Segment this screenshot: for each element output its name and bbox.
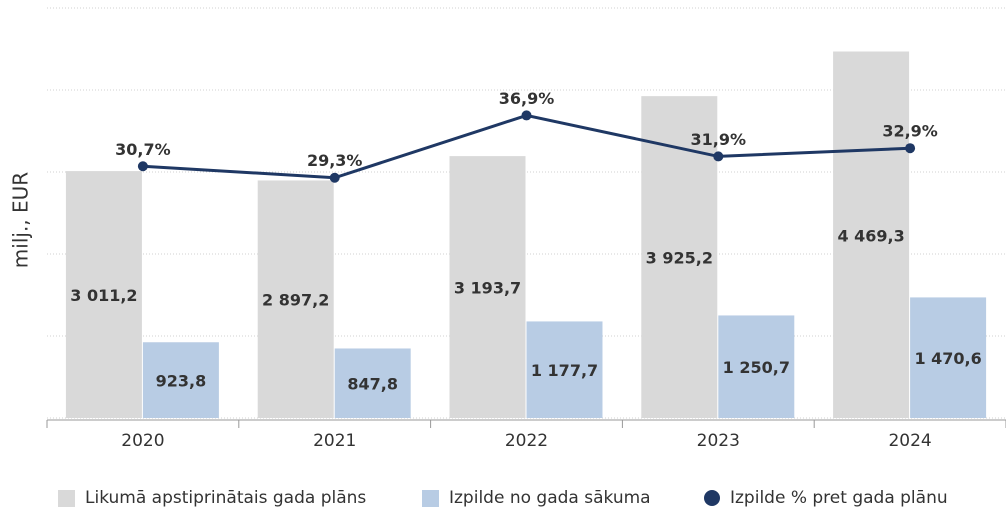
line-point bbox=[905, 143, 916, 154]
legend-marker bbox=[58, 490, 75, 507]
x-tick-label: 2022 bbox=[505, 431, 548, 451]
value-label: 3 925,2 bbox=[646, 249, 713, 268]
value-label: 2 897,2 bbox=[262, 291, 329, 310]
value-label: 1 250,7 bbox=[723, 358, 790, 377]
x-tick-label: 2020 bbox=[121, 431, 164, 451]
legend-label: Likumā apstiprinātais gada plāns bbox=[85, 488, 366, 508]
value-label: 36,9% bbox=[499, 89, 555, 108]
x-tick-label: 2023 bbox=[697, 431, 740, 451]
value-label: 3 193,7 bbox=[454, 279, 521, 298]
bar bbox=[142, 342, 219, 418]
value-label: 1 470,6 bbox=[914, 349, 981, 368]
line-point bbox=[137, 161, 148, 172]
bar bbox=[526, 321, 603, 418]
bar bbox=[334, 348, 411, 418]
value-label: 29,3% bbox=[307, 151, 363, 170]
bar bbox=[910, 297, 987, 418]
bar bbox=[833, 51, 910, 419]
value-label: 31,9% bbox=[691, 130, 747, 149]
value-label: 4 469,3 bbox=[837, 226, 904, 245]
line-point bbox=[329, 172, 340, 183]
value-label: 30,7% bbox=[115, 140, 171, 159]
bar bbox=[257, 180, 334, 418]
x-tick-label: 2024 bbox=[888, 431, 931, 451]
value-label: 1 177,7 bbox=[531, 361, 598, 380]
line-point bbox=[521, 110, 532, 121]
value-label: 923,8 bbox=[156, 372, 207, 391]
line bbox=[142, 113, 911, 180]
value-label: 32,9% bbox=[882, 122, 938, 141]
legend-marker bbox=[422, 490, 439, 507]
legend-marker bbox=[704, 490, 720, 506]
bar bbox=[641, 96, 718, 418]
x-tick-label: 2021 bbox=[313, 431, 356, 451]
bar bbox=[449, 156, 526, 419]
y-axis-label: milj., EUR bbox=[9, 172, 33, 269]
line-point bbox=[713, 151, 724, 162]
value-label: 847,8 bbox=[347, 375, 398, 394]
legend-label: Izpilde no gada sākuma bbox=[449, 488, 651, 508]
legend-label: Izpilde % pret gada plānu bbox=[730, 488, 948, 508]
bar bbox=[718, 315, 795, 418]
value-label: 3 011,2 bbox=[70, 286, 137, 305]
bar bbox=[65, 171, 142, 418]
